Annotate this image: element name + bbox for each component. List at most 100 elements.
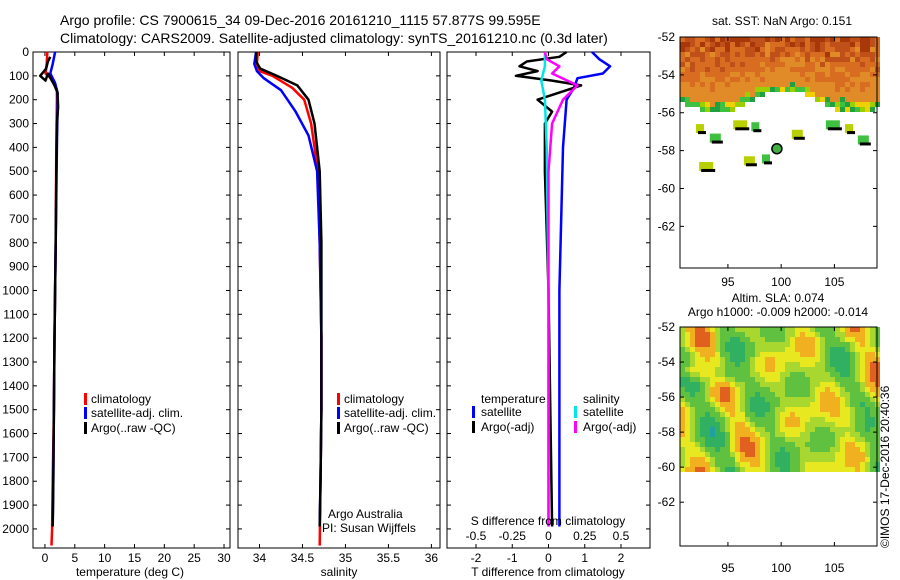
sla-cell (775, 372, 780, 377)
sst-cell (700, 47, 705, 52)
sla-cell (760, 392, 765, 397)
sst-cell (865, 42, 870, 47)
sst-patch-shadow (711, 140, 723, 144)
sla-cell (775, 337, 780, 342)
sla-cell (700, 467, 705, 472)
sla-cell (755, 422, 760, 427)
secondary-tick-label: 0 (545, 529, 552, 543)
sst-cell (840, 52, 845, 57)
sla-cell (795, 357, 800, 362)
sla-cell (735, 462, 740, 467)
sla-cell (855, 412, 860, 417)
sla-cell (770, 367, 775, 372)
sla-cell (810, 382, 815, 387)
sla-cell (800, 397, 805, 402)
sst-cell (860, 102, 865, 107)
sla-cell (820, 432, 825, 437)
sla-cell (740, 357, 745, 362)
sst-cell (710, 82, 715, 87)
sla-cell (765, 457, 770, 462)
sla-map-subtitle: Argo h1000: -0.009 h2000: -0.014 (688, 305, 868, 319)
sst-cell (825, 42, 830, 47)
sla-cell (695, 392, 700, 397)
sla-cell (775, 442, 780, 447)
sla-cell (690, 362, 695, 367)
sst-cell (825, 37, 830, 42)
sla-cell (700, 377, 705, 382)
sla-cell (730, 437, 735, 442)
sst-patch-shadow (745, 163, 757, 167)
sst-cell (690, 92, 695, 97)
sst-cell (705, 52, 710, 57)
sla-cell (845, 357, 850, 362)
sst-patch-shadow (793, 136, 805, 140)
sst-cell (710, 72, 715, 77)
sla-cell (725, 362, 730, 367)
sla-cell (815, 407, 820, 412)
sst-cell (730, 87, 735, 92)
sla-cell (835, 422, 840, 427)
sst-cell (770, 82, 775, 87)
sst-cell (780, 47, 785, 52)
sst-cell (720, 97, 725, 102)
sla-cell (770, 397, 775, 402)
sla-cell (810, 412, 815, 417)
sla-cell (840, 357, 845, 362)
sst-cell (740, 82, 745, 87)
sla-cell (745, 447, 750, 452)
sst-cell (840, 62, 845, 67)
sst-cell (685, 47, 690, 52)
sst-cell (780, 87, 785, 92)
sst-cell (805, 52, 810, 57)
sla-cell (810, 347, 815, 352)
sst-cell (815, 72, 820, 77)
sla-cell (740, 342, 745, 347)
sla-cell (850, 462, 855, 467)
sst-cell (725, 67, 730, 72)
depth-tick-label: 0 (22, 45, 29, 59)
sla-cell (725, 397, 730, 402)
sst-cell (715, 82, 720, 87)
sla-cell (765, 427, 770, 432)
sst-cell (810, 57, 815, 62)
sla-cell (835, 367, 840, 372)
sst-cell (790, 52, 795, 57)
sla-cell (720, 432, 725, 437)
sst-cell (840, 57, 845, 62)
legend-swatch-s-satellite (574, 406, 577, 418)
sla-cell (735, 387, 740, 392)
sst-cell (710, 62, 715, 67)
sla-cell (705, 352, 710, 357)
sla-cell (730, 347, 735, 352)
sst-cell (860, 77, 865, 82)
sla-cell (795, 467, 800, 472)
sla-cell (740, 467, 745, 472)
sla-cell (810, 407, 815, 412)
sst-cell (820, 82, 825, 87)
sst-cell (820, 72, 825, 77)
sla-cell (855, 382, 860, 387)
sst-cell (815, 42, 820, 47)
sst-cell (785, 37, 790, 42)
sla-cell (715, 392, 720, 397)
sst-cell (715, 87, 720, 92)
sst-cell (830, 72, 835, 77)
sla-cell (750, 382, 755, 387)
sla-cell (735, 367, 740, 372)
sla-cell (690, 397, 695, 402)
y-tick-label: -52 (658, 320, 676, 334)
sla-cell (780, 447, 785, 452)
sla-cell (750, 362, 755, 367)
sst-cell (740, 42, 745, 47)
sst-cell (775, 42, 780, 47)
sst-patch-shadow (827, 127, 842, 131)
sst-cell (805, 72, 810, 77)
sst-cell (865, 77, 870, 82)
depth-tick-label: 1900 (2, 498, 29, 512)
sla-cell (690, 327, 695, 332)
sla-cell (740, 427, 745, 432)
sla-cell (740, 352, 745, 357)
sla-cell (750, 467, 755, 472)
depth-tick-label: 1600 (2, 427, 29, 441)
sla-cell (830, 382, 835, 387)
